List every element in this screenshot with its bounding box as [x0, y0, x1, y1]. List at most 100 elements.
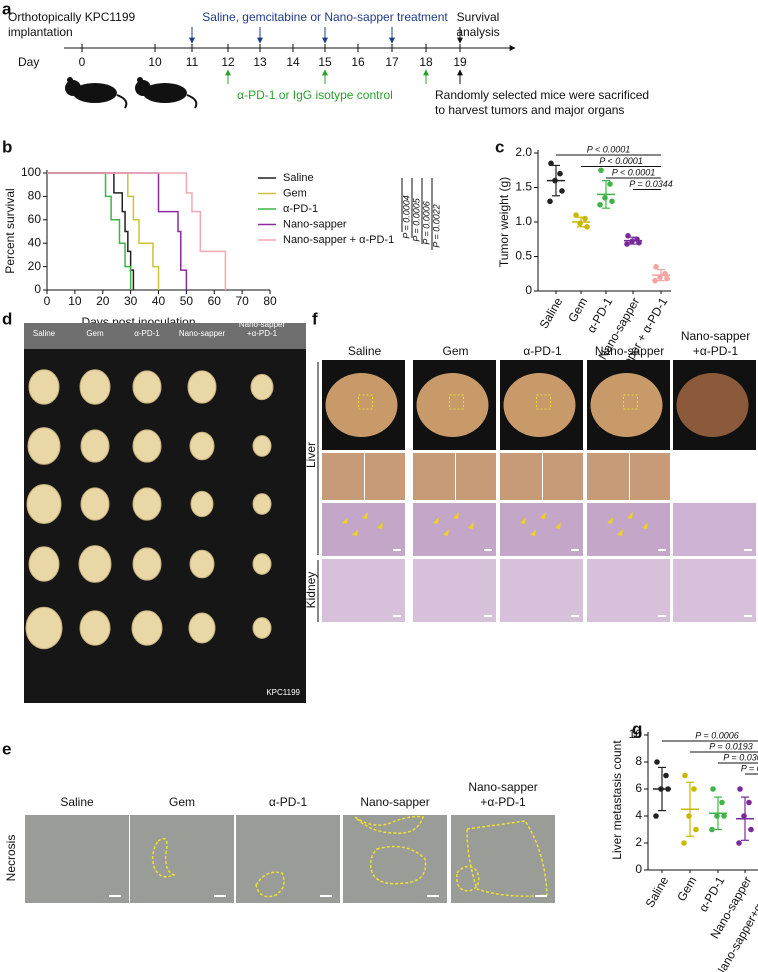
data-point — [602, 195, 608, 201]
tumor — [252, 493, 272, 515]
data-point — [559, 188, 565, 194]
panel-label: c — [495, 137, 504, 156]
x-tick-label: 10 — [68, 294, 82, 308]
y-tick-label: 100 — [21, 165, 41, 179]
y-tick-label: 0 — [525, 283, 532, 297]
x-tick-label: 30 — [124, 294, 138, 308]
survival-line — [47, 172, 188, 290]
data-point — [653, 813, 659, 819]
zoom-box — [358, 394, 373, 410]
kidney-histology — [587, 559, 670, 622]
day-label: 16 — [351, 55, 365, 69]
metastasis-arrow — [607, 517, 613, 524]
metastasis-arrow — [617, 529, 623, 536]
data-point — [736, 840, 742, 846]
data-point — [609, 198, 615, 205]
data-point — [664, 275, 670, 282]
p-value: P = 0.0006 — [421, 201, 431, 244]
p-value: P = 0.0193 — [709, 741, 752, 751]
y-tick-label: 2.0 — [515, 145, 532, 159]
p-value: P < 0.0001 — [587, 144, 630, 154]
column-label: Saline — [60, 795, 94, 809]
legend-label: Saline — [283, 172, 314, 184]
liver — [416, 373, 489, 437]
timeline-label: analysis — [456, 25, 499, 39]
tumor — [252, 435, 272, 457]
tumor — [80, 487, 110, 521]
y-tick-label: 20 — [28, 259, 42, 273]
zoom-photo — [413, 453, 496, 500]
kidney-histology — [500, 559, 583, 622]
metastasis-arrow — [530, 529, 536, 536]
data-point — [693, 826, 699, 833]
y-tick-label: 4 — [635, 808, 642, 822]
day-label: 14 — [286, 55, 300, 69]
x-tick-label: 60 — [208, 294, 222, 308]
photo-column-label: Nano-sapper — [179, 329, 226, 338]
data-point — [654, 759, 660, 765]
tumor — [189, 549, 215, 579]
day-label: 17 — [385, 55, 399, 69]
data-point — [573, 212, 579, 218]
tumor — [132, 370, 162, 404]
metastasis-arrow — [642, 522, 648, 529]
liver-histology — [500, 503, 583, 556]
x-tick-label: Saline — [537, 295, 566, 331]
p-value: P = 0.0309 — [723, 752, 758, 762]
zoom-photo — [500, 453, 583, 500]
data-point — [746, 799, 752, 806]
data-point — [719, 799, 725, 806]
tumor — [78, 545, 112, 583]
data-point — [681, 840, 687, 846]
survival-line — [47, 172, 135, 290]
column-label: α-PD-1 — [269, 795, 308, 809]
y-tick-label: 1.5 — [515, 180, 532, 194]
kidney-histology — [322, 559, 405, 622]
y-tick-label: 40 — [28, 235, 42, 249]
tumor — [79, 610, 111, 646]
y-tick-label: 1.0 — [515, 214, 532, 228]
y-tick-label: 8 — [635, 754, 642, 768]
y-tick-label: 10 — [629, 727, 643, 741]
tumor — [28, 369, 60, 405]
metastasis-arrow — [362, 512, 368, 519]
data-point — [686, 813, 692, 819]
timeline-label: to harvest tumors and major organs — [435, 103, 624, 117]
necrosis-outline — [354, 815, 427, 885]
tumor — [187, 370, 217, 404]
metastasis-arrow — [377, 522, 383, 529]
x-tick-label: 80 — [263, 294, 277, 308]
day-label: 13 — [253, 55, 267, 69]
column-label: Nano-sapper — [360, 795, 429, 809]
survival-line — [47, 172, 227, 290]
timeline-label: Randomly selected mice were sacrificed — [435, 88, 649, 102]
column-label: Gem — [442, 344, 468, 358]
p-value: P = 0.0483 — [741, 763, 758, 773]
y-tick-label: 0 — [635, 862, 642, 876]
column-label: Gem — [169, 795, 195, 809]
kidney-histology — [413, 559, 496, 622]
liver-histology — [413, 503, 496, 556]
zoom-box — [449, 394, 464, 410]
data-point — [607, 181, 613, 187]
column-label: Saline — [348, 344, 382, 358]
row-label: Liver — [304, 442, 318, 468]
data-point — [653, 264, 659, 270]
p-value: P = 0.0022 — [431, 204, 441, 247]
timeline-label: Survival — [457, 10, 500, 24]
liver — [325, 373, 398, 437]
legend-label: Nano-sapper + α-PD-1 — [283, 234, 394, 246]
tumor — [80, 429, 110, 463]
metastasis-arrow — [433, 517, 439, 524]
p-value: P < 0.0001 — [599, 156, 642, 166]
tumor — [252, 617, 272, 639]
panel-label: d — [2, 309, 12, 328]
column-label: Nano-sapper — [468, 780, 537, 794]
column-label: Nano-sapper — [681, 329, 750, 343]
row-label: Necrosis — [4, 835, 18, 882]
y-tick-label: 6 — [635, 781, 642, 795]
y-axis-title: Percent survival — [3, 188, 17, 273]
photo-column-label: Gem — [86, 329, 104, 338]
y-axis-title: Tumor weight (g) — [497, 177, 511, 267]
